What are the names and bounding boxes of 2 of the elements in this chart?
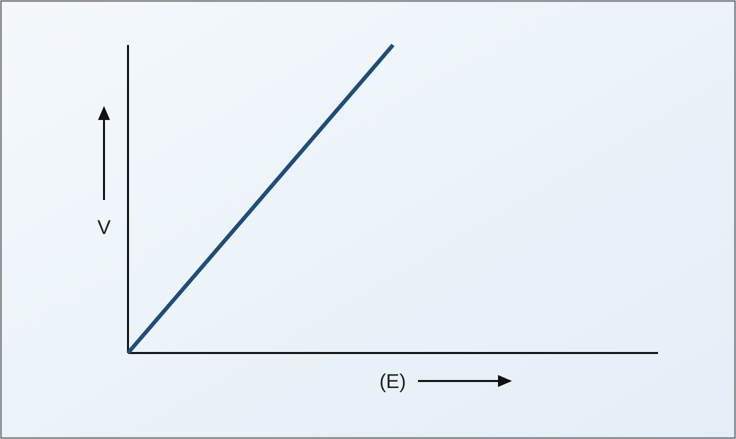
x-axis-title: (E)	[379, 371, 406, 393]
y-axis-title: V	[97, 217, 112, 239]
